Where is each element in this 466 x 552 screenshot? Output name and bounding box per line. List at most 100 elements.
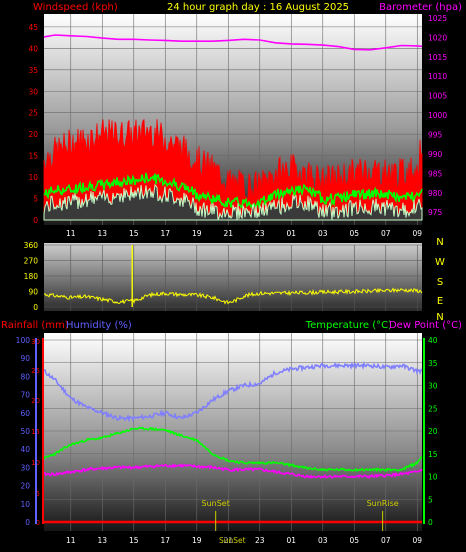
humidity-tick-label: 60 bbox=[20, 409, 30, 418]
windspeed-tick-label: 40 bbox=[28, 44, 38, 53]
humidity-tick-label: 70 bbox=[20, 391, 30, 400]
direction-panel-series bbox=[43, 245, 423, 307]
temp-hour-tick-label: 17 bbox=[161, 536, 171, 545]
barometer-tick-label: 1005 bbox=[428, 92, 447, 101]
compass-label-n: N bbox=[436, 312, 443, 323]
temp-hour-tick-label: 09 bbox=[413, 536, 423, 545]
wind-hour-tick-label: 21 bbox=[224, 229, 234, 238]
sunrise-annotation-label: SunRise bbox=[367, 499, 399, 508]
wind-hour-tick-labels: 11 13 15 17 19 21 23 01 03 05 07 09 bbox=[66, 229, 422, 238]
windspeed-tick-label: 15 bbox=[28, 152, 38, 161]
windspeed-tick-label: 30 bbox=[28, 87, 38, 96]
barometer-tick-label: 975 bbox=[428, 208, 443, 217]
temp-hour-tick-label: 07 bbox=[381, 536, 391, 545]
temp-hour-tick-label: 03 bbox=[318, 536, 328, 545]
humidity-tick-label: 0 bbox=[25, 518, 30, 527]
compass-label-e: E bbox=[437, 296, 443, 307]
barometer-tick-label: 1000 bbox=[428, 111, 447, 120]
humidity-axis-title: Humidity (%) bbox=[66, 320, 132, 331]
humidity-tick-label: 100 bbox=[16, 336, 31, 345]
wind-hour-tick-label: 23 bbox=[255, 229, 265, 238]
temperature-tick-label: 40 bbox=[428, 336, 438, 345]
barometer-tick-label: 1020 bbox=[428, 33, 447, 42]
temperature-series-line bbox=[43, 426, 423, 473]
barometer-tick-labels: 975 980 985 990 995 1000 1005 1010 1015 1020 1025 bbox=[428, 14, 447, 217]
rainfall-tick-label: 0 bbox=[36, 519, 40, 527]
temp-hour-tick-label: 15 bbox=[129, 536, 139, 545]
windspeed-tick-label: 45 bbox=[28, 23, 38, 32]
temperature-tick-labels: 0 5 10 15 20 25 30 35 40 bbox=[428, 336, 438, 527]
wind-hour-tick-label: 05 bbox=[350, 229, 360, 238]
rainfall-axis-title: Rainfall (mm) bbox=[1, 320, 69, 331]
wind-direction-series bbox=[43, 287, 423, 305]
temp-panel-series: SunSet SunRise bbox=[43, 361, 423, 531]
temp-hour-tick-label: 05 bbox=[350, 536, 360, 545]
wind-hour-tick-label: 15 bbox=[129, 229, 139, 238]
humidity-tick-label: 80 bbox=[20, 372, 30, 381]
wind-hour-tick-label: 13 bbox=[98, 229, 108, 238]
wind-hour-tick-label: 01 bbox=[287, 229, 297, 238]
windspeed-tick-label: 5 bbox=[33, 195, 38, 204]
temp-hour-tick-label: 01 bbox=[287, 536, 297, 545]
temp-hour-tick-label: 13 bbox=[98, 536, 108, 545]
sunset-axis-tick-label: SunSet bbox=[219, 536, 246, 545]
windspeed-axis-title: Windspeed (kph) bbox=[33, 2, 118, 13]
wind-panel-series bbox=[43, 34, 423, 221]
temperature-tick-label: 25 bbox=[428, 404, 438, 413]
temp-hour-tick-label-under: 21 bbox=[224, 536, 234, 545]
humidity-tick-label: 40 bbox=[20, 445, 30, 454]
temperature-tick-label: 0 bbox=[428, 518, 433, 527]
direction-tick-label: 0 bbox=[33, 303, 38, 312]
windspeed-tick-label: 10 bbox=[28, 173, 38, 182]
wind-hour-tick-label: 07 bbox=[381, 229, 391, 238]
barometer-tick-label: 1010 bbox=[428, 72, 447, 81]
temp-hour-tick-labels: 11 13 15 17 19 SunSet 23 01 03 05 07 09 21 bbox=[66, 536, 422, 545]
direction-tick-label: 90 bbox=[28, 288, 38, 297]
humidity-tick-labels: 0 10 20 30 40 50 60 70 80 90 100 bbox=[16, 336, 31, 527]
windspeed-tick-labels: 0 5 10 15 20 25 30 35 40 45 bbox=[28, 23, 38, 225]
temperature-tick-label: 20 bbox=[428, 427, 438, 436]
wind-hour-tick-label: 19 bbox=[192, 229, 202, 238]
barometer-axis-title: Barometer (hpa) bbox=[379, 2, 462, 13]
direction-tick-label: 180 bbox=[24, 272, 39, 281]
direction-panel-background bbox=[44, 243, 422, 311]
dewpoint-series-line bbox=[43, 463, 423, 480]
rainfall-tick-label: 5 bbox=[36, 490, 40, 498]
direction-tick-label: 360 bbox=[24, 241, 39, 250]
barometer-tick-label: 985 bbox=[428, 169, 443, 178]
wind-hour-tick-label: 17 bbox=[161, 229, 171, 238]
windspeed-tick-label: 20 bbox=[28, 130, 38, 139]
wind-hour-tick-label: 09 bbox=[413, 229, 423, 238]
windspeed-series-area bbox=[43, 183, 423, 221]
temp-hour-tick-label: 23 bbox=[255, 536, 265, 545]
humidity-tick-label: 90 bbox=[20, 354, 30, 363]
humidity-tick-label: 20 bbox=[20, 482, 30, 491]
temperature-tick-label: 35 bbox=[428, 359, 438, 368]
humidity-tick-label: 50 bbox=[20, 427, 30, 436]
barometer-tick-label: 1015 bbox=[428, 53, 447, 62]
direction-tick-label: 270 bbox=[24, 257, 39, 266]
humidity-tick-label: 30 bbox=[20, 463, 30, 472]
wind-hour-tick-label: 03 bbox=[318, 229, 328, 238]
sunset-annotation-label: SunSet bbox=[201, 499, 229, 508]
temp-hour-tick-label: 19 bbox=[192, 536, 202, 545]
barometer-tick-label: 1025 bbox=[428, 14, 447, 23]
barometer-tick-label: 995 bbox=[428, 130, 443, 139]
temperature-tick-label: 15 bbox=[428, 450, 438, 459]
dewpoint-axis-title: Dew Point (°C) bbox=[389, 320, 462, 331]
temperature-tick-label: 30 bbox=[428, 382, 438, 391]
windspeed-tick-label: 35 bbox=[28, 66, 38, 75]
temperature-tick-label: 10 bbox=[428, 473, 438, 482]
temperature-tick-label: 5 bbox=[428, 495, 433, 504]
barometer-tick-label: 990 bbox=[428, 150, 443, 159]
barometer-tick-label: 980 bbox=[428, 189, 443, 198]
windspeed-tick-label: 0 bbox=[33, 216, 38, 225]
compass-label-n: N bbox=[436, 237, 443, 248]
humidity-tick-label: 10 bbox=[20, 500, 30, 509]
compass-label-s: S bbox=[437, 277, 443, 288]
wind-hour-tick-label: 11 bbox=[66, 229, 76, 238]
